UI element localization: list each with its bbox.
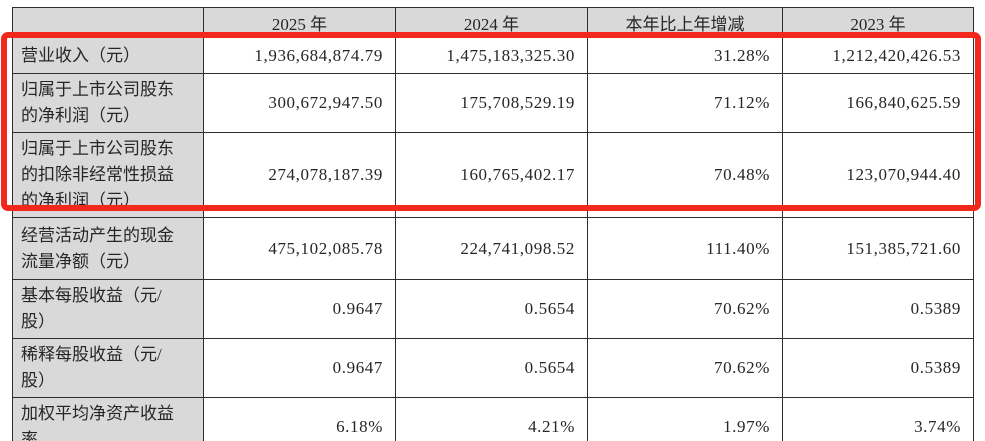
value-cell: 4.21% [395,397,588,441]
value-cell: 6.18% [203,397,396,441]
header-row: 2025 年 2024 年 本年比上年增减 2023 年 [12,7,974,38]
financial-summary-table: 2025 年 2024 年 本年比上年增减 2023 年 营业收入（元） 1,9… [12,7,974,441]
column-header-2023: 2023 年 [782,7,974,38]
row-label: 归属于上市公司股东的扣除非经常性损益的净利润（元） [12,132,204,218]
value-cell: 160,765,402.17 [395,132,588,218]
value-cell: 175,708,529.19 [395,73,588,133]
column-header-2025: 2025 年 [203,7,396,38]
value-cell: 0.5654 [395,338,588,398]
value-cell: 151,385,721.60 [782,217,974,280]
row-label: 基本每股收益（元/股） [12,279,204,339]
table-row-net-profit-excl-nonrecurring: 归属于上市公司股东的扣除非经常性损益的净利润（元） 274,078,187.39… [12,132,974,218]
table-row-basic-eps: 基本每股收益（元/股） 0.9647 0.5654 70.62% 0.5389 [12,279,974,339]
value-cell: 1,475,183,325.30 [395,37,588,74]
value-cell: 224,741,098.52 [395,217,588,280]
value-cell: 0.5389 [782,279,974,339]
column-header-2024: 2024 年 [395,7,588,38]
table-row-weighted-avg-roe: 加权平均净资产收益率 6.18% 4.21% 1.97% 3.74% [12,397,974,441]
row-label: 稀释每股收益（元/股） [12,338,204,398]
value-cell: 3.74% [782,397,974,441]
row-label: 加权平均净资产收益率 [12,397,204,441]
row-label: 营业收入（元） [12,37,204,74]
table-row-diluted-eps: 稀释每股收益（元/股） 0.9647 0.5654 70.62% 0.5389 [12,338,974,398]
row-label: 经营活动产生的现金流量净额（元） [12,217,204,280]
value-cell: 0.5389 [782,338,974,398]
value-cell: 274,078,187.39 [203,132,396,218]
value-cell: 70.62% [587,338,783,398]
value-cell: 70.48% [587,132,783,218]
table-row-operating-revenue: 营业收入（元） 1,936,684,874.79 1,475,183,325.3… [12,37,974,74]
value-cell: 300,672,947.50 [203,73,396,133]
value-cell: 0.5654 [395,279,588,339]
row-label: 归属于上市公司股东的净利润（元） [12,73,204,133]
value-cell: 166,840,625.59 [782,73,974,133]
value-cell: 111.40% [587,217,783,280]
value-cell: 0.9647 [203,279,396,339]
value-cell: 0.9647 [203,338,396,398]
column-header-empty [12,7,204,38]
column-header-yoy-change: 本年比上年增减 [587,7,783,38]
table-row-net-profit: 归属于上市公司股东的净利润（元） 300,672,947.50 175,708,… [12,73,974,133]
value-cell: 1,936,684,874.79 [203,37,396,74]
value-cell: 1.97% [587,397,783,441]
value-cell: 123,070,944.40 [782,132,974,218]
value-cell: 475,102,085.78 [203,217,396,280]
value-cell: 71.12% [587,73,783,133]
value-cell: 70.62% [587,279,783,339]
table-row-operating-cash-flow: 经营活动产生的现金流量净额（元） 475,102,085.78 224,741,… [12,217,974,280]
value-cell: 31.28% [587,37,783,74]
value-cell: 1,212,420,426.53 [782,37,974,74]
